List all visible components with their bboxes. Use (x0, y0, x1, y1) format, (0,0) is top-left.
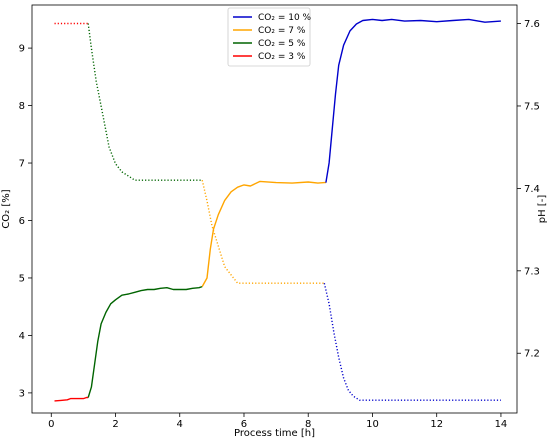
y-axis-right-label: pH [-] (537, 195, 548, 224)
y-left-tick-label: 6 (19, 216, 25, 227)
y-right-tick-label: 7.3 (524, 266, 540, 277)
legend-entry-label: CO₂ = 3 % (258, 52, 306, 62)
y-left-tick-label: 9 (19, 44, 25, 55)
y-left-tick-label: 3 (19, 388, 25, 399)
y-right-tick-label: 7.5 (524, 101, 540, 112)
x-tick-label: 10 (366, 419, 379, 430)
y-left-tick-label: 4 (19, 331, 25, 342)
y-right-tick-label: 7.4 (524, 184, 540, 195)
legend-entry-label: CO₂ = 5 % (258, 39, 306, 49)
ph-line-ffa500 (201, 180, 325, 284)
y-right-tick-label: 7.2 (524, 349, 540, 360)
legend-entry-label: CO₂ = 7 % (258, 26, 306, 36)
x-tick-label: 8 (305, 419, 311, 430)
legend-entry-label: CO₂ = 10 % (258, 13, 312, 23)
x-tick-label: 12 (430, 419, 443, 430)
chart-marks (54, 18, 501, 402)
y-right-tick-label: 7.6 (524, 19, 540, 30)
x-tick-label: 4 (177, 419, 183, 430)
co2-line-ffa500 (201, 180, 326, 287)
legend-box (227, 7, 311, 67)
co2-line-ff0000 (54, 396, 89, 402)
y-left-tick-label: 8 (19, 101, 25, 112)
y-left-tick-label: 7 (19, 159, 25, 170)
plot-frame (31, 4, 518, 414)
y-left-tick-label: 5 (19, 273, 25, 284)
x-axis-label: Process time [h] (234, 428, 315, 439)
x-tick-label: 0 (48, 419, 54, 430)
x-tick-label: 2 (112, 419, 118, 430)
co2-line-0000cc (325, 18, 501, 183)
ph-line-006400 (87, 23, 203, 181)
chart-axes: 0 2 4 6 8 10 12 14 3 4 5 6 7 8 9 7.2 7.3 7.4 7.5 7.6 (19, 19, 540, 430)
legend: CO₂ = 10 % CO₂ = 7 % CO₂ = 5 % CO₂ = 3 % (227, 7, 312, 67)
ph-line-0000cc (323, 283, 501, 401)
y-axis-left-label: CO₂ [%] (1, 189, 12, 228)
x-tick-label: 6 (241, 419, 247, 430)
co2-line-006400 (87, 285, 203, 398)
x-tick-label: 14 (495, 419, 508, 430)
